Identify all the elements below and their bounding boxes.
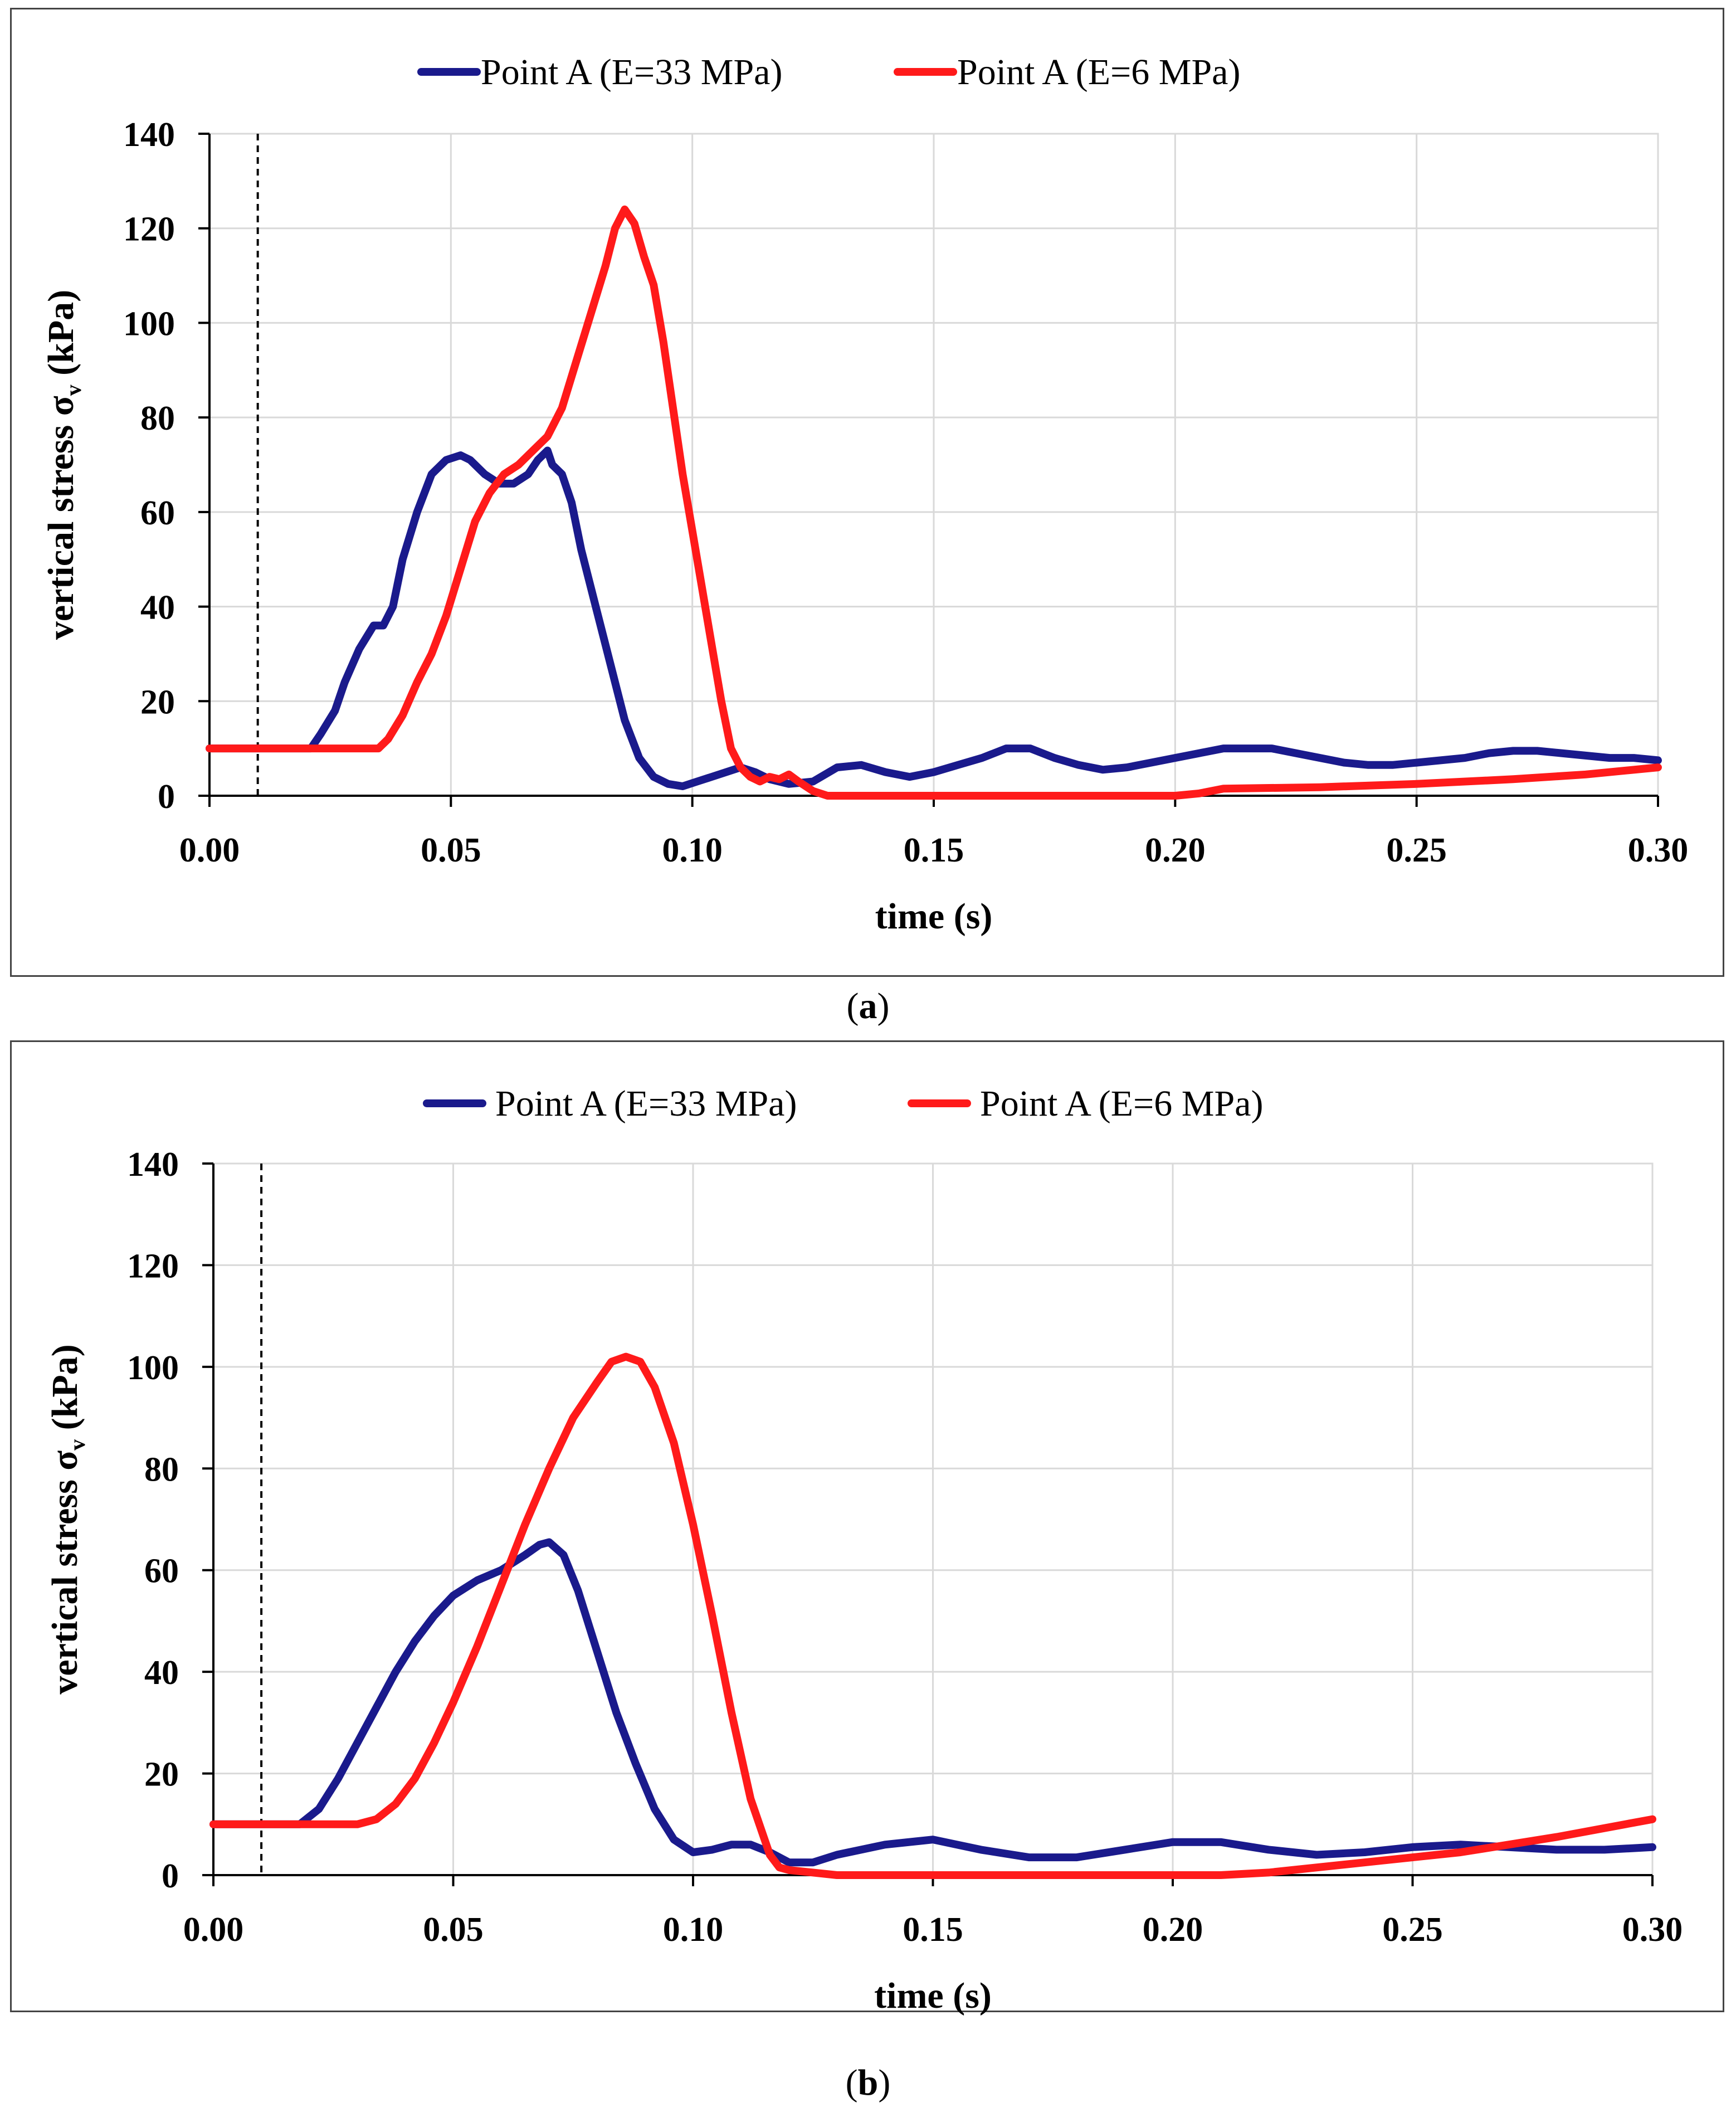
legend-label-e6: Point A (E=6 MPa) xyxy=(980,1083,1263,1124)
y-tick-label: 120 xyxy=(127,1247,179,1285)
y-tick-label: 0 xyxy=(158,778,175,816)
y-tick-label: 140 xyxy=(123,116,175,154)
x-tick-label: 0.05 xyxy=(423,1911,484,1949)
x-tick-label: 0.15 xyxy=(904,831,964,869)
y-tick-label: 60 xyxy=(144,1552,179,1590)
series-line-e33 xyxy=(209,1538,1656,1867)
chart-svg-a: 0 20 40 60 80 100 120 140 0.00 0.05 0.10 0.15 0.20 0.… xyxy=(41,52,1689,937)
x-tick-label: 0.15 xyxy=(903,1911,963,1949)
y-tick-label: 20 xyxy=(144,1756,179,1794)
y-axis-title: vertical stress σv (kPa) xyxy=(45,1344,90,1694)
x-tick-label: 0.10 xyxy=(662,831,723,869)
caption-b: (b) xyxy=(845,2062,891,2103)
x-tick-label: 0.20 xyxy=(1143,1911,1203,1949)
legend-label-e33: Point A (E=33 MPa) xyxy=(481,52,782,93)
y-tick-label: 80 xyxy=(144,1451,179,1488)
y-tick-label: 100 xyxy=(127,1349,179,1387)
x-axis-title: time (s) xyxy=(875,896,993,937)
caption-a: (a) xyxy=(846,986,890,1026)
y-tick-label: 0 xyxy=(162,1857,179,1895)
x-axis-title: time (s) xyxy=(874,1975,992,2016)
x-tick-label: 0.25 xyxy=(1382,1911,1443,1949)
y-tick-label: 80 xyxy=(140,400,175,437)
x-tick-label: 0.20 xyxy=(1145,831,1206,869)
y-tick-label: 120 xyxy=(123,211,175,249)
y-tick-label: 140 xyxy=(127,1146,179,1184)
y-tick-label: 40 xyxy=(140,589,175,627)
legend-label-e6: Point A (E=6 MPa) xyxy=(957,52,1240,93)
y-tick-label: 60 xyxy=(140,494,175,532)
caption-b-letter: b xyxy=(857,2062,879,2103)
y-axis-title: vertical stress σv (kPa) xyxy=(41,290,86,640)
legend-label-e33: Point A (E=33 MPa) xyxy=(495,1083,797,1124)
series-line-e6 xyxy=(209,1352,1656,1879)
chart-panel-b: 0 20 40 60 80 100 120 140 0.00 0.05 0.10 0.15 0.20 0.… xyxy=(10,1040,1724,2016)
x-tick-label: 0.10 xyxy=(663,1911,724,1949)
y-tick-label: 100 xyxy=(123,305,175,343)
x-tick-label: 0.25 xyxy=(1386,831,1447,869)
x-tick-label: 0.05 xyxy=(421,831,481,869)
x-tick-label: 0.30 xyxy=(1622,1911,1683,1949)
y-tick-label: 20 xyxy=(140,683,175,721)
x-tick-label: 0.00 xyxy=(179,831,240,869)
y-tick-label: 40 xyxy=(144,1654,179,1692)
series-line-e6 xyxy=(206,205,1662,800)
chart-svg-b: 0 20 40 60 80 100 120 140 0.00 0.05 0.10 0.15 0.20 0.… xyxy=(45,1083,1683,2016)
chart-panel-a: 0 20 40 60 80 100 120 140 0.00 0.05 0.10 0.15 0.20 0.… xyxy=(10,8,1724,977)
caption-a-letter: a xyxy=(859,986,877,1026)
x-tick-label: 0.00 xyxy=(183,1911,244,1949)
x-tick-label: 0.30 xyxy=(1628,831,1689,869)
